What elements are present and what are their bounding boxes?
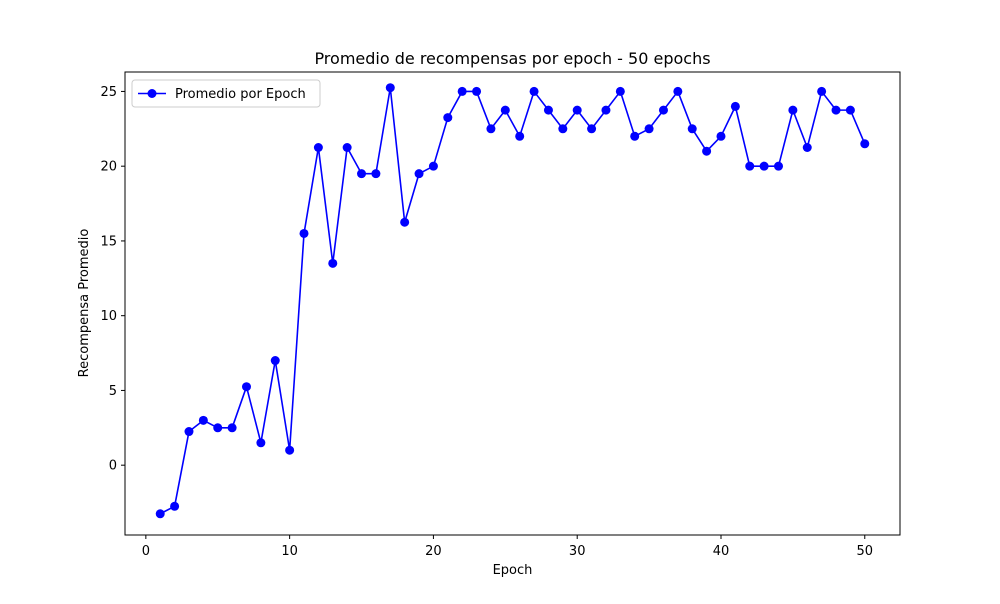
series-line xyxy=(159,86,866,515)
legend-marker-swatch xyxy=(147,89,157,98)
data-point xyxy=(241,382,251,392)
legend: Promedio por Epoch xyxy=(131,79,321,108)
data-point xyxy=(673,86,683,96)
legend-label: Promedio por Epoch xyxy=(175,87,306,102)
data-series xyxy=(155,83,870,519)
y-tick-label: 0 xyxy=(109,459,117,474)
data-point xyxy=(428,161,438,171)
data-point xyxy=(457,86,467,96)
y-tick-label: 15 xyxy=(100,234,117,249)
y-tick-label: 5 xyxy=(109,384,117,399)
y-tick-label: 25 xyxy=(100,85,117,100)
x-axis-label: Epoch xyxy=(493,563,533,578)
data-point xyxy=(529,86,539,96)
x-tick-label: 0 xyxy=(142,544,150,559)
data-point xyxy=(702,146,712,156)
data-point xyxy=(299,228,309,238)
data-point xyxy=(213,423,223,433)
data-point xyxy=(759,161,769,171)
data-point xyxy=(860,139,870,149)
data-point xyxy=(817,86,827,96)
chart-title: Promedio de recompensas por epoch - 50 e… xyxy=(314,49,710,68)
data-point xyxy=(400,217,410,227)
data-point xyxy=(184,427,194,437)
data-point xyxy=(802,142,812,152)
axes-frame xyxy=(124,71,901,536)
data-point xyxy=(587,124,597,134)
data-point xyxy=(543,105,553,115)
data-point xyxy=(615,86,625,96)
x-tick-label: 10 xyxy=(281,544,298,559)
data-point xyxy=(601,105,611,115)
data-point xyxy=(371,169,381,179)
data-point xyxy=(155,509,165,519)
data-point xyxy=(687,124,697,134)
data-point xyxy=(385,83,395,93)
data-point xyxy=(515,131,525,141)
data-point xyxy=(788,105,798,115)
data-point xyxy=(198,415,208,425)
data-point xyxy=(774,161,784,171)
x-tick-label: 50 xyxy=(856,544,873,559)
x-tick-label: 30 xyxy=(569,544,586,559)
data-point xyxy=(572,105,582,115)
plot-area xyxy=(125,72,900,535)
y-tick-label: 20 xyxy=(100,160,117,175)
data-point xyxy=(831,105,841,115)
y-tick-label: 10 xyxy=(100,309,117,324)
data-point xyxy=(486,124,496,134)
data-point xyxy=(328,258,338,268)
data-point xyxy=(472,86,482,96)
data-point xyxy=(658,105,668,115)
data-point xyxy=(285,445,295,455)
data-point xyxy=(313,142,323,152)
data-point xyxy=(630,131,640,141)
data-point xyxy=(414,169,424,179)
data-point xyxy=(745,161,755,171)
data-point xyxy=(357,169,367,179)
data-point xyxy=(342,142,352,152)
data-point xyxy=(845,105,855,115)
data-point xyxy=(500,105,510,115)
data-point xyxy=(443,113,453,123)
data-point xyxy=(170,501,180,511)
data-point xyxy=(558,124,568,134)
plot-background xyxy=(125,72,900,535)
data-point xyxy=(227,423,237,433)
y-axis-label: Recompensa Promedio xyxy=(77,229,92,378)
x-tick-label: 40 xyxy=(713,544,730,559)
axes: 0 10 20 30 40 50 0 5 10 15 20 25 xyxy=(100,71,901,559)
data-point xyxy=(716,131,726,141)
data-point xyxy=(644,124,654,134)
legend-box xyxy=(131,79,321,108)
data-point xyxy=(256,438,266,448)
data-point xyxy=(270,356,280,366)
x-tick-label: 20 xyxy=(425,544,442,559)
data-point xyxy=(730,101,740,111)
